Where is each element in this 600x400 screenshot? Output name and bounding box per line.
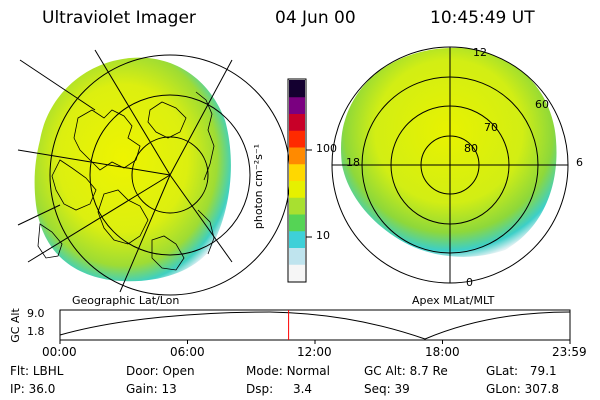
colorbar-swatch [289,130,305,148]
gain-label: Gain: [126,382,158,396]
right-aurora-image [341,47,557,257]
timeline-xtick-1200: 12:00 [297,345,332,359]
observation-date: 04 Jun 00 [275,8,356,28]
status-door: Door: Open [126,364,195,378]
mlat-label-70: 70 [484,121,498,134]
glon-value: 307.8 [524,382,559,396]
status-dsp: Dsp: 3.4 [246,382,312,396]
door-value: Open [162,364,195,378]
intensity-colorbar [287,78,312,283]
status-gc-alt: GC Alt: 8.7 Re [364,364,448,378]
geographic-map-panel [17,49,291,296]
right-panel-caption: Apex MLat/MLT [412,294,495,307]
status-ip: IP: 36.0 [10,382,55,396]
gc-alt-label: GC Alt: [364,364,406,378]
colorbar-swatch [289,247,305,265]
colorbar-tick-100: 100 [316,142,337,155]
mlt-label-18: 18 [346,156,360,169]
ip-value: 36.0 [28,382,56,396]
ip-label: IP: [10,382,25,396]
filter-label: Flt: [10,364,29,378]
altitude-curve [59,311,571,340]
mlt-label-6: 6 [576,156,583,169]
colorbar-swatch [289,163,305,181]
gain-value: 13 [161,382,177,396]
image-title: Ultraviolet Imager [42,8,196,28]
colorbar-swatch [289,264,305,282]
magnetic-grid [331,46,569,284]
mode-label: Mode: [246,364,283,378]
status-seq: Seq: 39 [364,382,410,396]
colorbar-swatches [289,80,305,282]
glat-value: 79.1 [529,364,557,378]
timeline-ytick-1-8: 1.8 [27,325,45,338]
filter-value: LBHL [32,364,64,378]
colorbar-unit-label: photon cm⁻²s⁻¹ [252,143,266,230]
mlat-label-60: 60 [535,98,549,111]
status-glon: GLon: 307.8 [486,382,559,396]
timeline-xtick-0600: 06:00 [170,345,205,359]
glon-label: GLon: [486,382,521,396]
gc-alt-value: 8.7 Re [409,364,448,378]
colorbar-tick-10: 10 [316,229,330,242]
status-mode: Mode: Normal [246,364,330,378]
colorbar-swatch [289,197,305,215]
dsp-value: 3.4 [292,382,313,396]
status-filter: Flt: LBHL [10,364,63,378]
timeline-ytick-9: 9.0 [27,307,45,320]
mlt-label-12: 12 [473,46,487,59]
colorbar-swatch [289,113,305,131]
colorbar-swatch [289,214,305,232]
status-glat: GLat: 79.1 [486,364,557,378]
colorbar-swatch [289,80,305,98]
seq-value: 39 [394,382,410,396]
mlat-label-80: 80 [464,142,478,155]
timeline-xtick-2359: 23:59 [552,345,587,359]
coastlines [37,91,215,271]
dsp-label: Dsp: [246,382,274,396]
mode-value: Normal [286,364,330,378]
timeline-xtick-0000: 00:00 [42,345,77,359]
magnetic-map-panel [331,46,569,284]
colorbar-swatch [289,96,305,114]
observation-time: 10:45:49 UT [430,8,535,28]
colorbar-swatch [289,147,305,165]
left-panel-caption: Geographic Lat/Lon [72,294,180,307]
colorbar-swatch [289,180,305,198]
colorbar-swatch [289,230,305,248]
mlt-label-0: 0 [466,276,473,289]
status-gain: Gain: 13 [126,382,177,396]
timeline-axis-label: GC Alt [8,308,22,343]
seq-label: Seq: [364,382,391,396]
door-label: Door: [126,364,159,378]
timeline-xtick-1800: 18:00 [425,345,460,359]
altitude-timeline [59,309,571,344]
glat-label: GLat: [486,364,519,378]
